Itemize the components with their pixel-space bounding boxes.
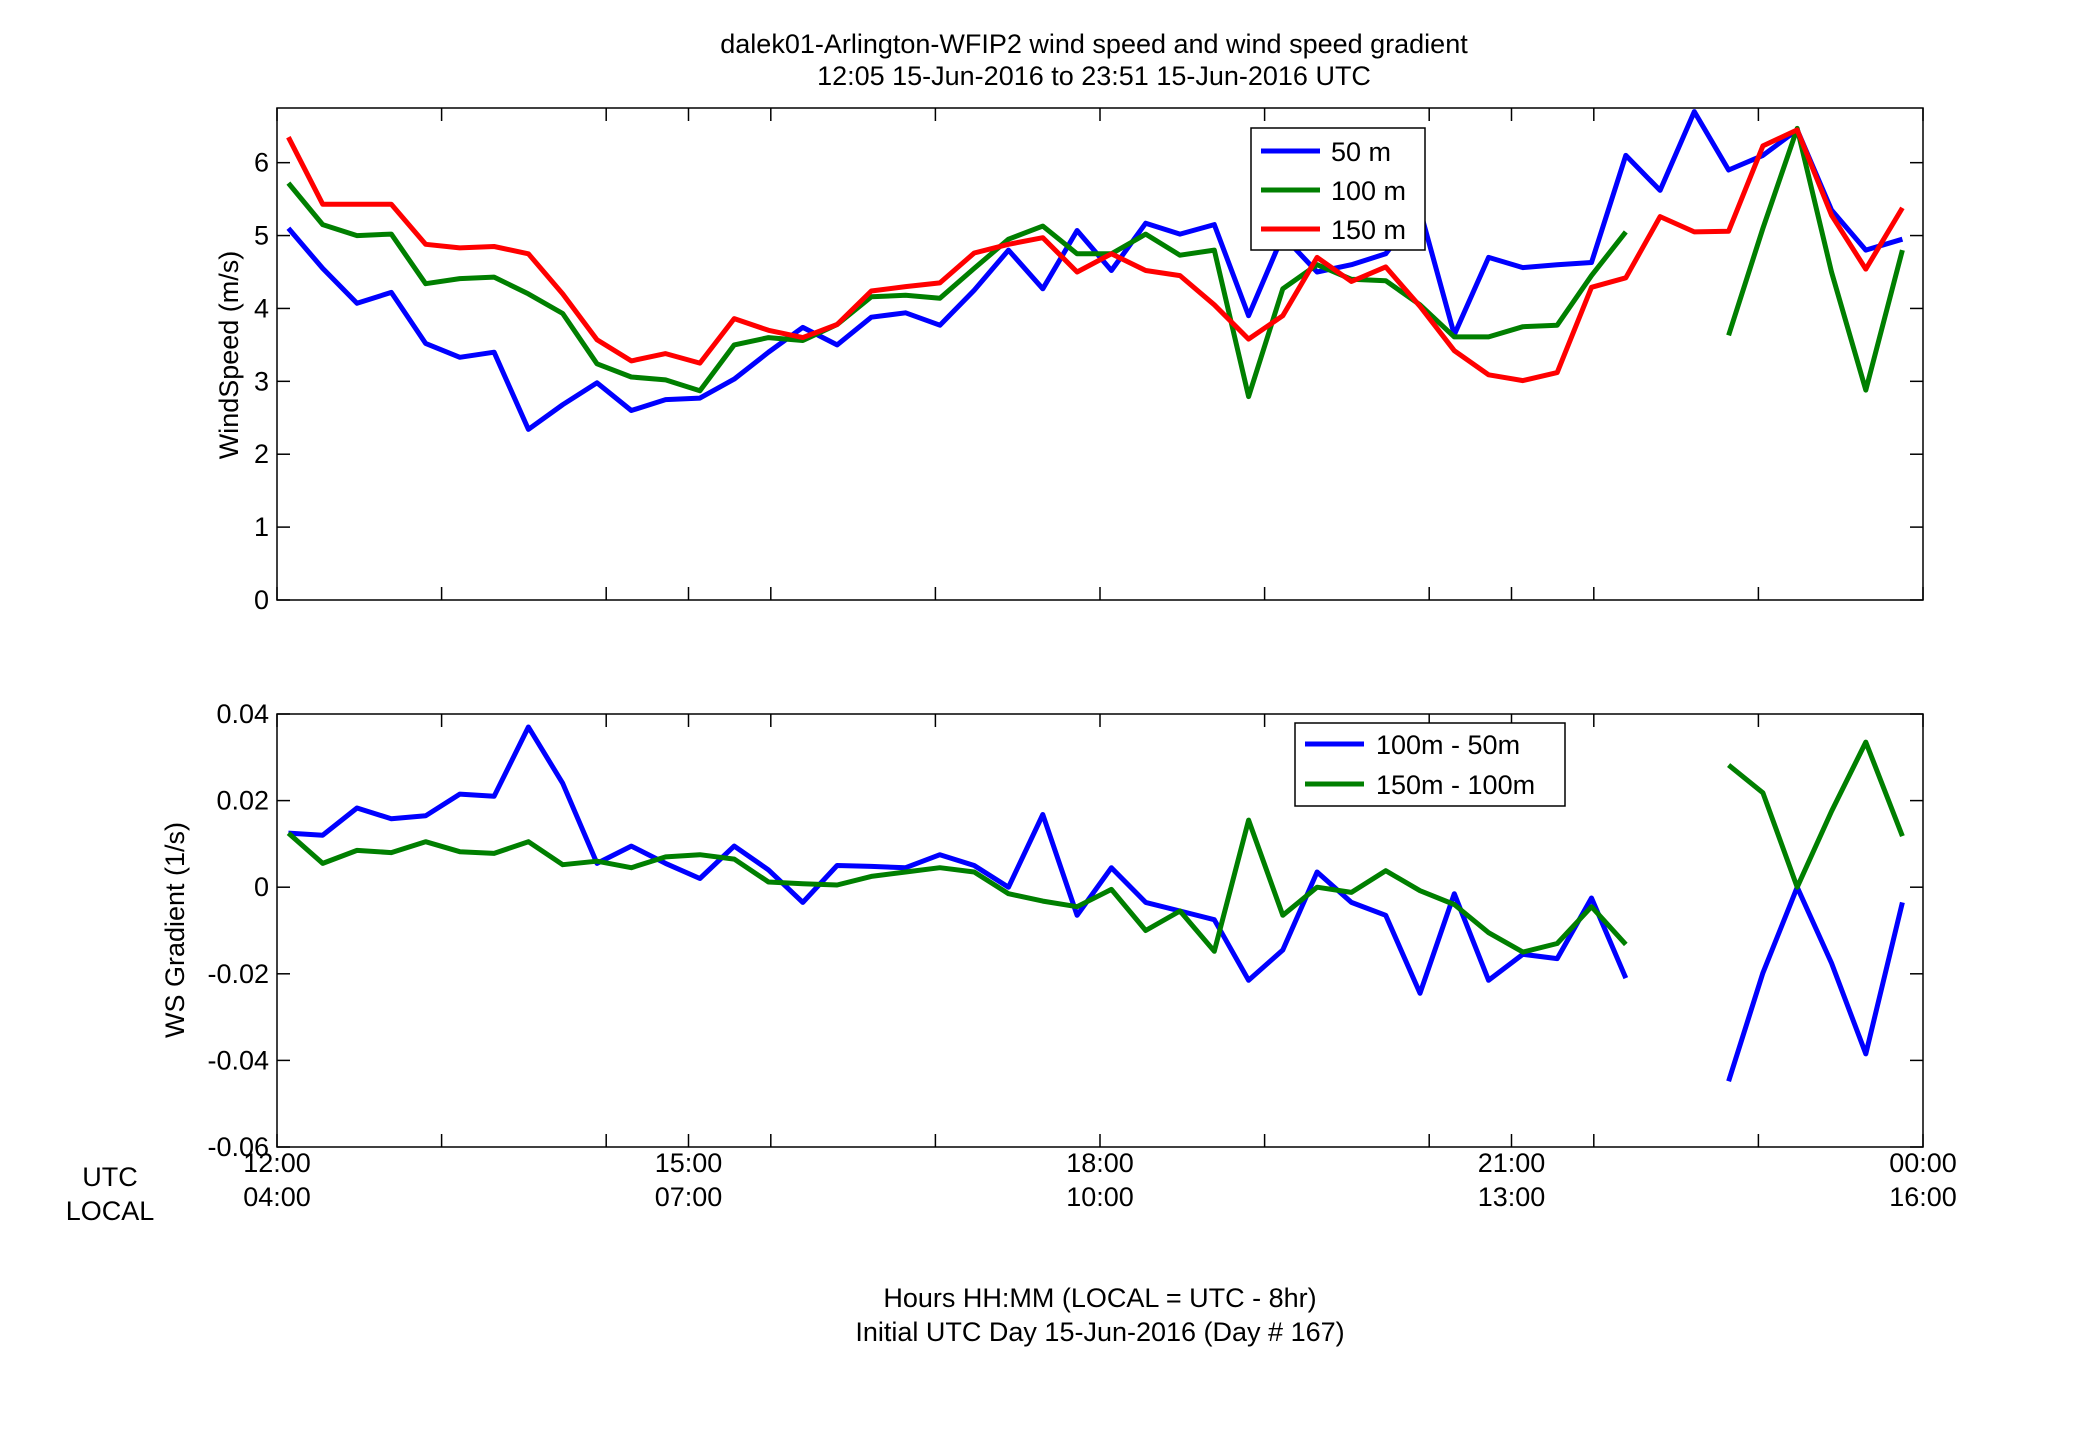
gradient-ytick-label: -0.04: [207, 1045, 269, 1075]
windspeed-ytick-label: 1: [254, 512, 269, 542]
gradient-series-100m-50m: [288, 724, 1905, 1082]
windspeed-legend: 50 m 100 m 150 m: [1250, 127, 1426, 251]
gradient-ytick-label: -0.02: [207, 959, 269, 989]
legend-label-150m-100m: 150m - 100m: [1376, 770, 1535, 800]
x-tick-label-local: 16:00: [1889, 1182, 1957, 1212]
windspeed-series-150-m: [286, 127, 1905, 384]
legend-label-100m: 100 m: [1331, 176, 1406, 206]
figure-title-line2: 12:05 15-Jun-2016 to 23:51 15-Jun-2016 U…: [817, 61, 1371, 91]
windspeed-ylabel: WindSpeed (m/s): [214, 251, 244, 460]
legend-label-100m-50m: 100m - 50m: [1376, 730, 1520, 760]
x-tick-label-utc: 21:00: [1478, 1148, 1546, 1178]
gradient-lines: [286, 724, 1905, 1082]
x-tick-labels: 12:00 04:00 15:00 07:00 18:00 10:00 21:00 13:00…: [243, 1148, 1957, 1212]
x-axis-label-line1: Hours HH:MM (LOCAL = UTC - 8hr): [883, 1283, 1316, 1313]
x-tick-label-utc: 12:00: [243, 1148, 311, 1178]
x-tick-label-local: 07:00: [655, 1182, 723, 1212]
windspeed-ticks: 0 1 2 3 4 5 6: [254, 108, 1924, 615]
figure-title-line1: dalek01-Arlington-WFIP2 wind speed and w…: [720, 29, 1468, 59]
windspeed-ytick-label: 0: [254, 585, 269, 615]
windspeed-ytick-label: 2: [254, 439, 269, 469]
x-axis-label-line2: Initial UTC Day 15-Jun-2016 (Day # 167): [855, 1317, 1344, 1347]
windspeed-ytick-label: 5: [254, 221, 269, 251]
x-tick-label-local: 13:00: [1478, 1182, 1546, 1212]
gradient-axes-box: [276, 713, 1924, 1148]
windspeed-lines: [286, 109, 1905, 432]
gradient-legend: 100m - 50m 150m - 100m: [1294, 722, 1566, 807]
x-tick-label-utc: 15:00: [655, 1148, 723, 1178]
x-row-label-utc: UTC: [82, 1162, 138, 1192]
gradient-ytick-label: 0.02: [216, 786, 269, 816]
windspeed-ytick-label: 3: [254, 366, 269, 396]
x-row-label-local: LOCAL: [66, 1196, 155, 1226]
windspeed-axes-box: [276, 107, 1924, 601]
gradient-series-150m-100m: [286, 739, 1905, 955]
x-tick-label-local: 04:00: [243, 1182, 311, 1212]
windspeed-series-50-m: [286, 109, 1904, 432]
windspeed-series-100-m: [286, 125, 1905, 400]
legend-label-150m: 150 m: [1331, 215, 1406, 245]
legend-label-50m: 50 m: [1331, 137, 1391, 167]
windspeed-ytick-label: 4: [254, 293, 269, 323]
gradient-ytick-label: -0.06: [207, 1132, 269, 1162]
plot-windspeed: 0 1 2 3 4 5 6 WindSpeed (m/s) 50 m 100 m 150 m: [214, 107, 1924, 615]
x-tick-label-local: 10:00: [1066, 1182, 1134, 1212]
gradient-legend-box: [1294, 722, 1566, 807]
x-tick-label-utc: 18:00: [1066, 1148, 1134, 1178]
plot-gradient: -0.06 -0.04 -0.02 0 0.02 0.04 WS Gradient (1/…: [160, 699, 1924, 1162]
gradient-ytick-label: 0.04: [216, 699, 269, 729]
windspeed-ytick-label: 6: [254, 148, 269, 178]
x-tick-label-utc: 00:00: [1889, 1148, 1957, 1178]
gradient-ylabel: WS Gradient (1/s): [160, 822, 190, 1038]
gradient-ytick-label: 0: [254, 872, 269, 902]
gradient-ticks: -0.06 -0.04 -0.02 0 0.02 0.04: [207, 699, 1924, 1162]
